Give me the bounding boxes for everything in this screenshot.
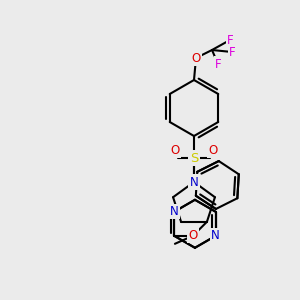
- Text: S: S: [190, 152, 198, 164]
- Text: F: F: [215, 58, 221, 70]
- Text: F: F: [227, 34, 233, 46]
- Text: O: O: [188, 229, 198, 242]
- Text: O: O: [191, 52, 201, 64]
- Text: N: N: [190, 176, 198, 188]
- Text: N: N: [211, 229, 220, 242]
- Text: N: N: [170, 205, 178, 218]
- Text: O: O: [170, 143, 180, 157]
- Text: F: F: [229, 46, 235, 59]
- Text: O: O: [208, 143, 217, 157]
